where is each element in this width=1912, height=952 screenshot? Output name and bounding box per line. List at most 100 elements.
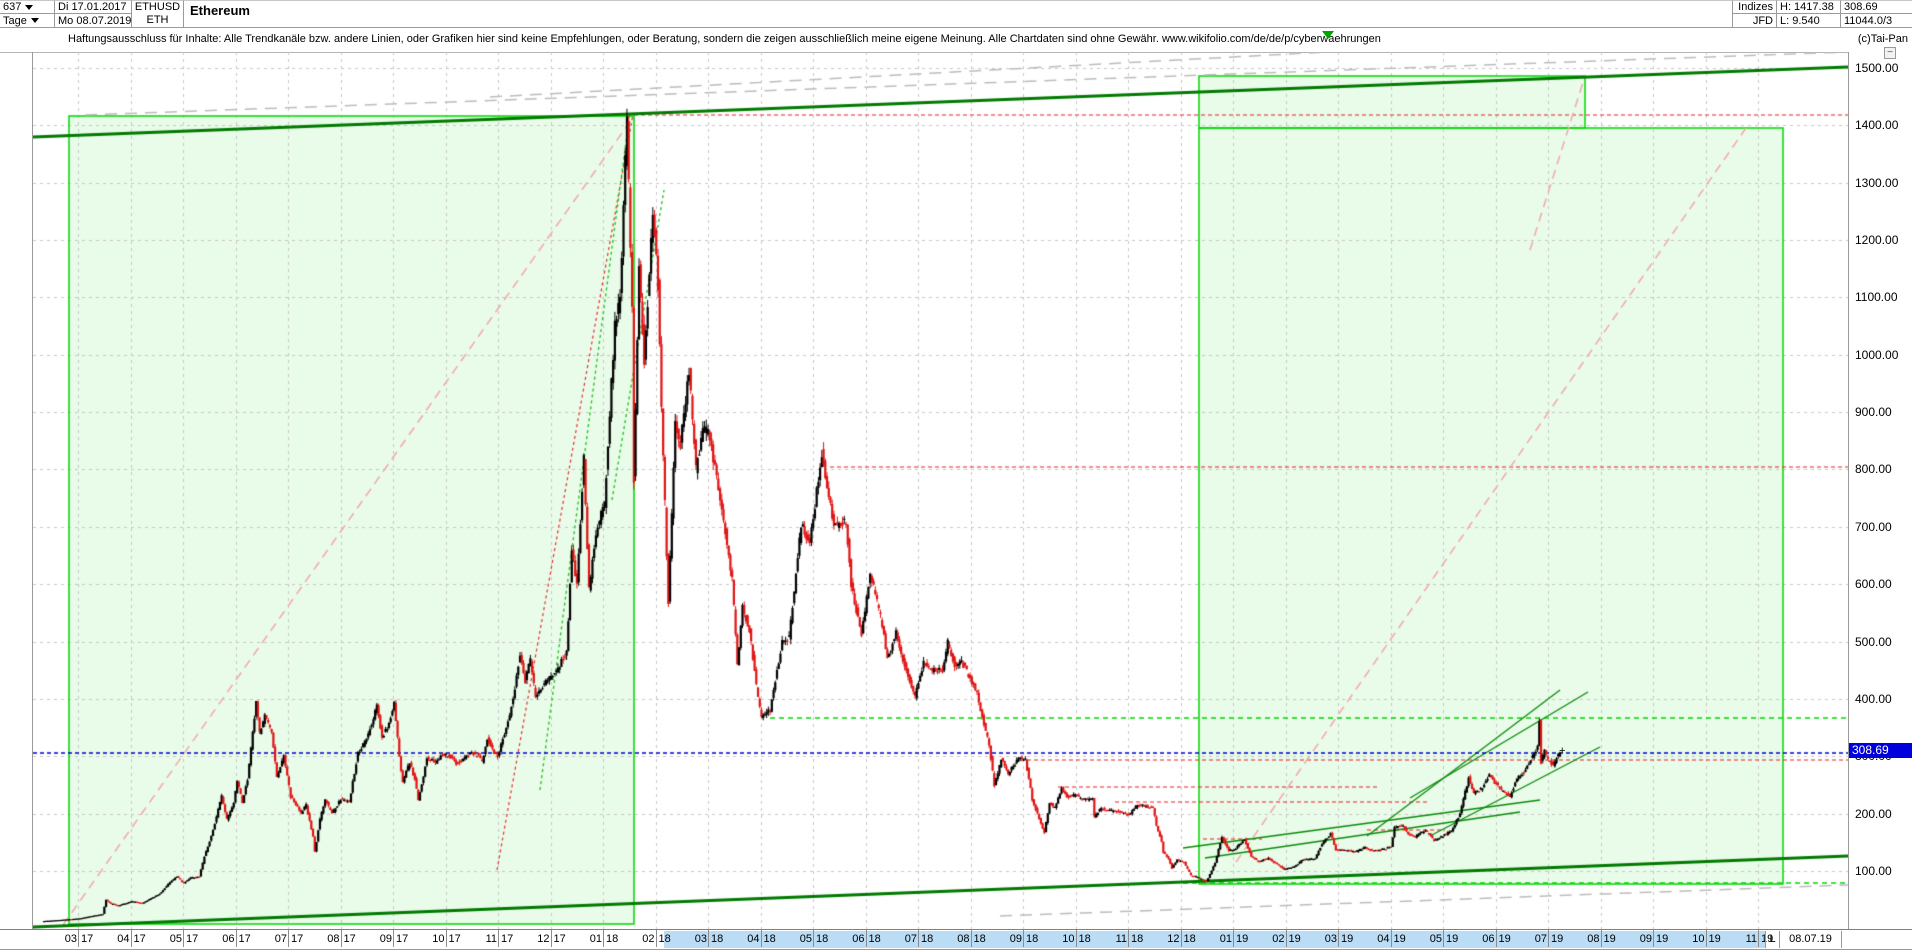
- x-axis-month-label: 08 17: [327, 933, 356, 945]
- x-axis-tick: [183, 930, 184, 947]
- date-to-value: Mo 08.07.2019: [58, 14, 132, 27]
- x-axis-tick: [603, 930, 604, 947]
- x-axis-tick: [1758, 930, 1759, 947]
- bars-count-value: 637: [3, 1, 22, 13]
- x-axis-month-label: 06 17: [222, 933, 251, 945]
- y-axis-label: 500.00: [1855, 634, 1892, 649]
- x-axis-tick: [918, 930, 919, 947]
- last-price-badge: 308.69: [1849, 743, 1912, 758]
- last-value-cross-marker: +: [1559, 745, 1566, 757]
- x-axis-month-label: 06 19: [1482, 933, 1511, 945]
- price-chart-canvas[interactable]: [33, 52, 1848, 929]
- x-axis-tick: [1338, 930, 1339, 947]
- scale-mode-cell[interactable]: L: [1765, 931, 1780, 948]
- plot-frame: [32, 52, 1850, 929]
- x-axis-tick: [1023, 930, 1024, 947]
- y-axis-label: 100.00: [1855, 863, 1892, 878]
- dropdown-arrow-icon: [25, 4, 34, 10]
- x-axis-tick: [1285, 930, 1287, 947]
- x-axis-tick: [865, 930, 867, 947]
- x-axis-month-label: 09 19: [1639, 933, 1669, 945]
- dropdown-arrow-icon: [30, 18, 39, 23]
- x-axis-tick: [1390, 930, 1392, 947]
- x-axis-month-label: 02 19: [1272, 933, 1301, 945]
- instrument-name-cell: Ethereum: [184, 0, 1733, 28]
- x-axis-month-label: 05 18: [799, 933, 829, 945]
- x-axis-tick: [340, 930, 342, 947]
- x-axis-tick: [1600, 930, 1602, 947]
- x-axis-tick: [760, 930, 762, 947]
- x-axis-month-label: 11 17: [485, 933, 514, 945]
- disclaimer-text: Haftungsausschluss für Inhalte: Alle Tre…: [68, 33, 1381, 45]
- indizes-label: Indizes: [1733, 0, 1777, 14]
- x-axis-month-label: 03 18: [694, 933, 724, 945]
- date-from-value: Di 17.01.2017: [58, 1, 127, 13]
- last-date-cell: 08.07.19: [1780, 931, 1842, 948]
- instrument-name: Ethereum: [190, 3, 250, 18]
- x-axis-tick: [813, 930, 814, 947]
- x-axis-month-label: 12 18: [1167, 933, 1196, 945]
- x-axis-month-label: 12 17: [537, 933, 566, 945]
- y-axis-label: 200.00: [1855, 806, 1892, 821]
- symbol-short-value: ETH: [146, 14, 169, 26]
- x-axis-month-label: 11 18: [1115, 933, 1144, 945]
- y-axis-label: 1100.00: [1855, 290, 1898, 305]
- bars-count-dropdown[interactable]: 637: [0, 0, 55, 14]
- x-axis-tick: [1075, 930, 1077, 947]
- collapse-icon[interactable]: −: [1884, 47, 1896, 59]
- x-axis: 03 17 04 17 05 17 06 17 07 17 08 17 09 17 10 17 11 17 12 17…: [0, 929, 1912, 950]
- x-axis-month-label: 01 18: [589, 933, 619, 945]
- x-axis-tick: [235, 930, 237, 947]
- symbol-cell: ETHUSD ETH: [132, 0, 184, 28]
- x-axis-tick: [1495, 930, 1497, 947]
- x-axis-tick: [1443, 930, 1444, 947]
- x-axis-month-label: 06 18: [852, 933, 881, 945]
- x-axis-tick: [970, 930, 972, 947]
- header-value-2: 11044.0/3: [1841, 14, 1912, 28]
- x-axis-tick: [708, 930, 709, 947]
- y-axis-label: 800.00: [1855, 462, 1892, 477]
- y-axis-label: 1200.00: [1855, 233, 1899, 248]
- periodicity-dropdown[interactable]: Tage: [0, 14, 55, 28]
- x-axis-month-label: 07 17: [274, 933, 304, 945]
- symbol-value: ETHUSD: [134, 1, 181, 13]
- x-axis-tick: [550, 930, 552, 947]
- feed-label: JFD: [1733, 14, 1777, 28]
- y-axis-label: 400.00: [1855, 691, 1892, 706]
- x-axis-tick: [498, 930, 499, 947]
- date-from-field[interactable]: Di 17.01.2017: [55, 0, 132, 14]
- period-low-label: L: 9.540: [1777, 14, 1841, 28]
- header-value-1: 308.69: [1841, 0, 1912, 14]
- position-marker-triangle-icon: [1322, 31, 1334, 39]
- x-axis-month-label: 10 19: [1692, 933, 1721, 945]
- x-axis-month-label: 08 19: [1587, 933, 1616, 945]
- date-to-field[interactable]: Mo 08.07.2019: [55, 14, 132, 28]
- x-axis-month-label: 01 19: [1219, 933, 1249, 945]
- y-axis-label: 1400.00: [1855, 118, 1899, 133]
- periodicity-value: Tage: [3, 14, 27, 27]
- x-axis-month-label: 09 18: [1009, 933, 1039, 945]
- x-axis-month-label: 05 19: [1429, 933, 1459, 945]
- x-axis-tick: [1653, 930, 1654, 947]
- copyright-label: (c)Tai-Pan: [1857, 33, 1908, 45]
- x-axis-month-label: 02 18: [642, 933, 671, 945]
- x-axis-month-label: 04 17: [117, 933, 146, 945]
- x-axis-month-label: 03 17: [64, 933, 94, 945]
- x-axis-selected-range: [664, 931, 1765, 948]
- x-axis-month-label: 10 18: [1062, 933, 1091, 945]
- x-axis-tick: [1233, 930, 1234, 947]
- x-axis-tick: [1548, 930, 1549, 947]
- x-axis-month-label: 08 18: [957, 933, 986, 945]
- period-high-label: H: 1417.38: [1777, 0, 1841, 14]
- x-axis-tick: [130, 930, 132, 947]
- x-axis-tick: [1705, 930, 1707, 947]
- x-axis-month-label: 04 19: [1377, 933, 1406, 945]
- x-axis-month-label: 05 17: [169, 933, 199, 945]
- x-axis-month-label: 11 19: [1745, 933, 1774, 945]
- y-axis-label: 600.00: [1855, 577, 1892, 592]
- disclaimer-strip: Haftungsausschluss für Inhalte: Alle Tre…: [0, 28, 1912, 53]
- y-axis-label: 1500.00: [1855, 61, 1899, 75]
- y-axis-label: 700.00: [1855, 519, 1892, 534]
- x-axis-tick: [288, 930, 289, 947]
